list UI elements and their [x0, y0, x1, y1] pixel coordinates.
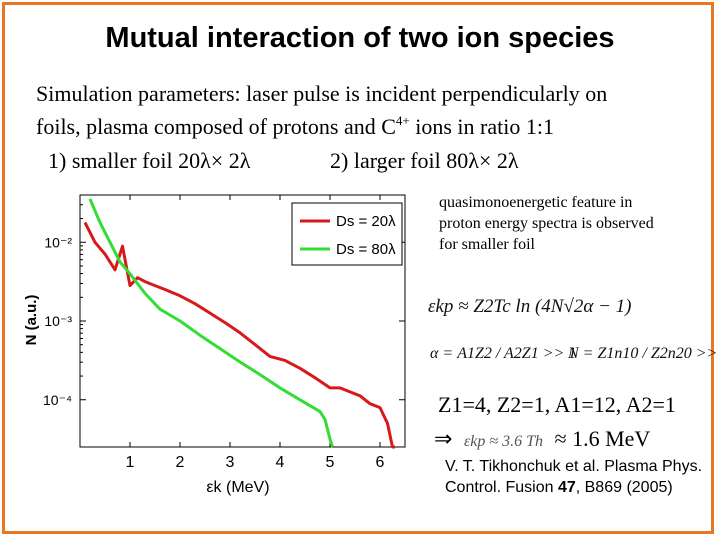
- x-tick-label: 3: [226, 454, 235, 471]
- result-value: ≈ 1.6 MeV: [554, 426, 651, 451]
- chart-legend: Ds = 20λ Ds = 80λ: [291, 202, 403, 266]
- a2-value: A2=1: [625, 392, 676, 417]
- legend-box: [291, 202, 403, 266]
- x-tick-label: 5: [326, 454, 335, 471]
- reference-volume: 47: [557, 479, 576, 496]
- n-formula: N = Z1n10 / Z2n20 >> 1: [568, 345, 720, 362]
- z1-value: Z1=4,: [438, 392, 492, 417]
- foil-small-label: 1) smaller foil 20λ× 2λ: [48, 148, 251, 173]
- chart-series-lines: [83, 198, 395, 449]
- params-line-1: Simulation parameters: laser pulse is in…: [36, 81, 608, 106]
- slide-frame: [2, 2, 714, 534]
- energy-spectrum-chart: 1 2 3 4 5 6 10⁻² 10⁻³ 10⁻⁴ Ds = 20λ Ds = 80λ εk (…: [23, 194, 406, 496]
- charge-mass-values: Z1=4, Z2=1, A1=12, A2=1: [438, 392, 676, 418]
- y-tick-label: 10⁻²: [44, 234, 72, 250]
- alpha-formula: α = A1Z2 / A2Z1 >> 1: [430, 345, 577, 362]
- chart-ticks: 1 2 3 4 5 6 10⁻² 10⁻³ 10⁻⁴: [43, 195, 405, 471]
- y-tick-label: 10⁻³: [44, 313, 72, 329]
- energy-formula: εkp ≈ Z2Tc ln (4N√2α − 1): [428, 296, 632, 317]
- y-axis-label: N (a.u.): [23, 295, 40, 346]
- x-tick-label: 4: [276, 454, 285, 471]
- reference-citation: V. T. Tikhonchuk et al. Plasma Phys. Con…: [445, 456, 705, 498]
- slide-title: Mutual interaction of two ion species: [105, 22, 615, 54]
- foil-large-label: 2) larger foil 80λ× 2λ: [330, 148, 519, 173]
- legend-label: Ds = 20λ: [336, 213, 396, 230]
- series-line: [88, 198, 334, 448]
- y-tick-label: 10⁻⁴: [43, 392, 72, 408]
- observation-note: quasimonoenergetic feature in proton ene…: [439, 194, 654, 253]
- carbon-charge: 4+: [395, 113, 410, 128]
- x-tick-label: 2: [176, 454, 185, 471]
- result-formula: εkp ≈ 3.6 Th: [463, 433, 544, 450]
- result-line: ⇒ εkp ≈ 3.6 Th ≈ 1.6 MeV: [434, 426, 650, 452]
- params-line-2-end: ions in ratio 1:1: [409, 114, 554, 139]
- simulation-parameters: Simulation parameters: laser pulse is in…: [36, 80, 696, 140]
- reference-pages: , B869 (2005): [575, 479, 673, 496]
- implies-arrow: ⇒: [434, 426, 453, 451]
- z2-value: Z2=1,: [496, 392, 551, 417]
- x-tick-label: 6: [376, 454, 385, 471]
- x-tick-label: 1: [126, 454, 135, 471]
- a1-value: A1=12,: [554, 392, 622, 417]
- legend-label: Ds = 80λ: [336, 241, 396, 258]
- x-axis-label: εk (MeV): [206, 479, 269, 496]
- params-line-2: foils, plasma composed of protons and C4…: [36, 107, 696, 140]
- params-line-2-start: foils, plasma composed of protons and C: [36, 114, 396, 139]
- reference-authors: V. T. Tikhonchuk et al. Plasma Phys. Con…: [445, 458, 703, 496]
